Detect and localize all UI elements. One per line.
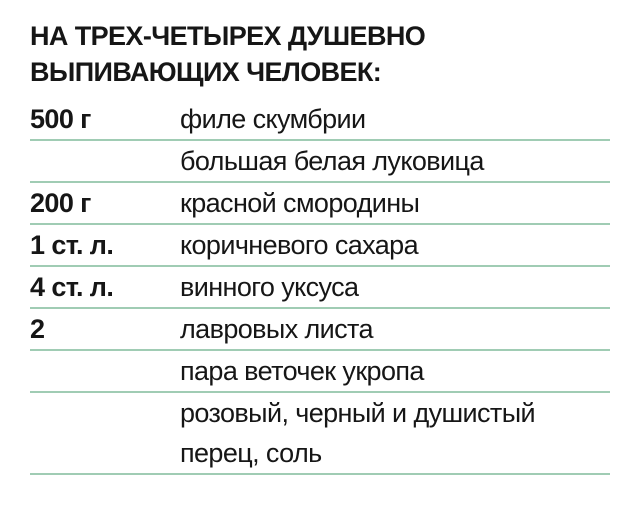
ingredient-name: лавровых листа: [180, 314, 374, 344]
ingredient-row: пара веточек укропа: [30, 351, 610, 393]
ingredient-row: 2 лавровых листа: [30, 309, 610, 351]
ingredient-row: 500 г филе скумбрии: [30, 99, 610, 141]
recipe-servings-title: НА ТРЕХ-ЧЕТЫРЕХ ДУШЕВНО ВЫПИВАЮЩИХ ЧЕЛОВ…: [30, 21, 426, 87]
ingredient-quantity: 200 г: [30, 188, 91, 218]
ingredient-quantity: 1 ст. л.: [30, 230, 114, 260]
ingredient-name: большая белая луковица: [180, 146, 484, 176]
ingredient-row: розовый, черный и душистый перец, соль: [30, 393, 610, 475]
ingredients-table: 500 г филе скумбрии большая белая лукови…: [30, 99, 610, 475]
ingredient-name: винного уксуса: [180, 272, 359, 302]
ingredient-quantity: 4 ст. л.: [30, 272, 114, 302]
ingredient-name: розовый, черный и душистый перец, соль: [180, 398, 536, 468]
ingredient-quantity: 500 г: [30, 104, 91, 134]
ingredient-name: красной смородины: [180, 188, 420, 218]
ingredient-row: большая белая луковица: [30, 141, 610, 183]
ingredient-name: коричневого сахара: [180, 230, 419, 260]
ingredient-name: филе скумбрии: [180, 104, 366, 134]
ingredient-quantity: 2: [30, 314, 45, 344]
ingredient-row: 4 ст. л. винного уксуса: [30, 267, 610, 309]
ingredient-name: пара веточек укропа: [180, 356, 424, 386]
ingredient-row: 200 г красной смородины: [30, 183, 610, 225]
ingredient-row: 1 ст. л. коричневого сахара: [30, 225, 610, 267]
